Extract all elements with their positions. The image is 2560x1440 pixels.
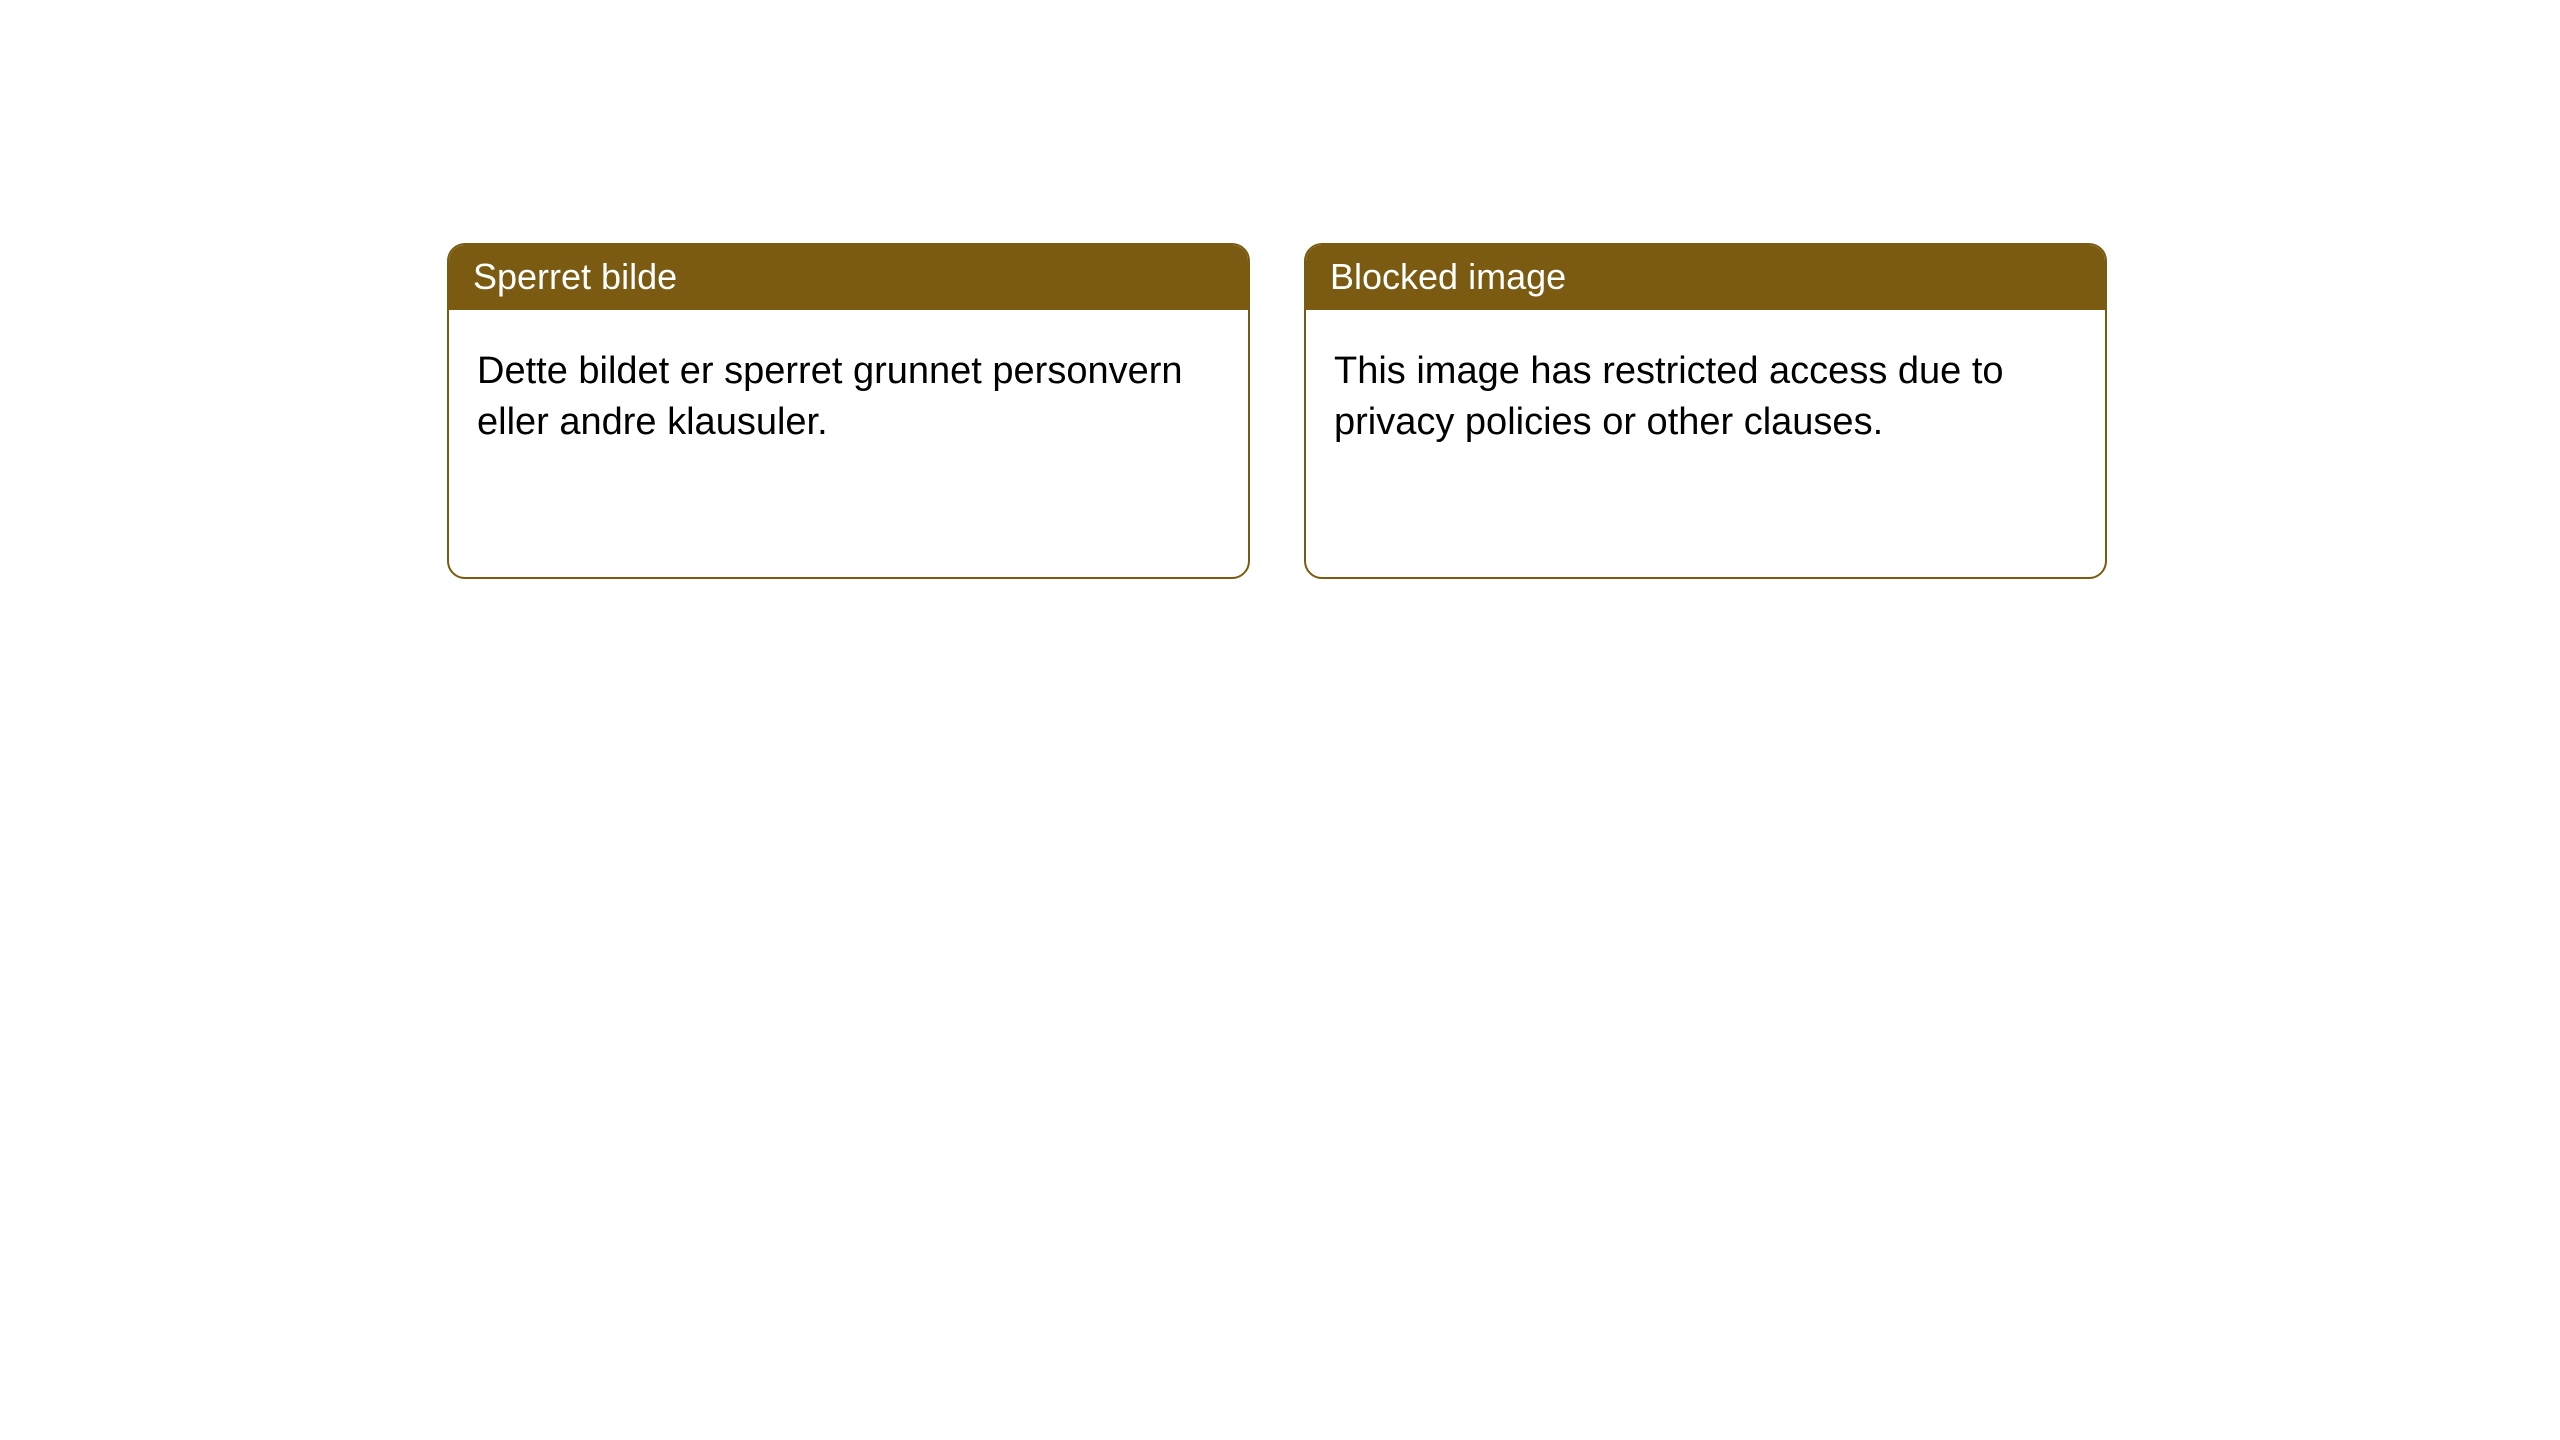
card-header-no: Sperret bilde: [449, 245, 1248, 310]
cards-container: Sperret bilde Dette bildet er sperret gr…: [0, 0, 2560, 579]
card-body-en: This image has restricted access due to …: [1306, 310, 2105, 485]
blocked-image-card-no: Sperret bilde Dette bildet er sperret gr…: [447, 243, 1250, 579]
blocked-image-card-en: Blocked image This image has restricted …: [1304, 243, 2107, 579]
card-body-no: Dette bildet er sperret grunnet personve…: [449, 310, 1248, 485]
card-header-en: Blocked image: [1306, 245, 2105, 310]
